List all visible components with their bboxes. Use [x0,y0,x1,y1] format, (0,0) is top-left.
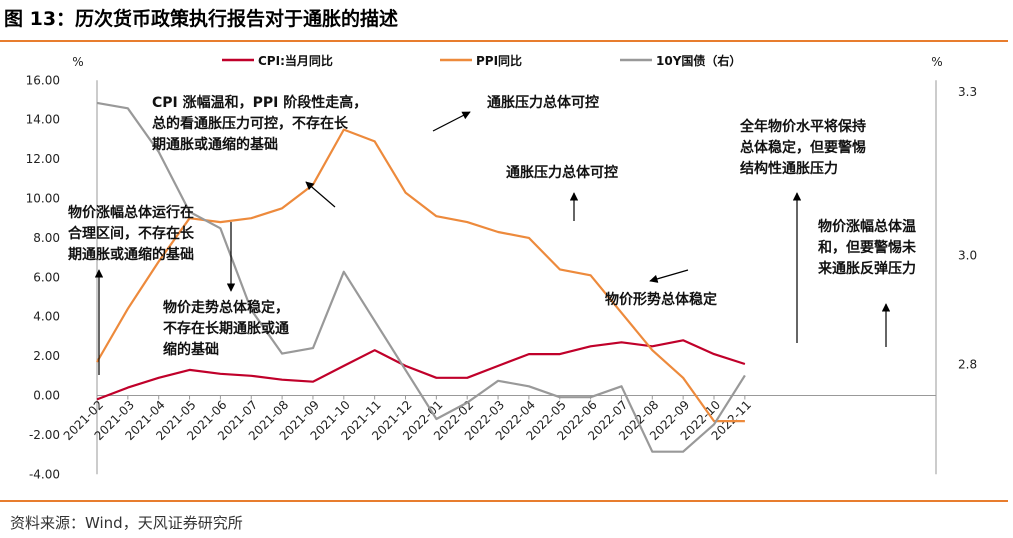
annotation-text: 物价走势总体稳定， [163,299,289,316]
annotation-1: 通胀压力总体可控 [432,94,599,132]
right-tick-label: 3.3 [958,85,977,99]
annotation-text: 不存在长期通胀或通 [163,320,289,337]
series-line-1 [96,128,745,423]
legend: CPI:当月同比 PPI同比 10Y国债（右） [222,53,741,68]
annotation-2: 通胀压力总体可控 [506,164,618,221]
annotation-arrow [649,269,689,283]
left-axis-unit: % [72,55,83,69]
series-line-0 [96,339,746,401]
left-tick-label: 14.00 [26,113,60,127]
annotation-text: 期通胀或通缩的基础 [68,246,194,263]
legend-label-1: PPI同比 [476,53,522,68]
left-tick-label: 6.00 [33,270,60,284]
left-tick-label: 8.00 [33,231,60,245]
annotation-text: 和，但要警惕未 [818,239,917,256]
legend-label-2: 10Y国债（右） [656,53,741,68]
annotation-text: 合理区间，不存在长 [68,225,195,242]
right-tick-label: 3.0 [958,249,977,263]
x-axis: 2021-022021-032021-042021-052021-062021-… [61,395,936,443]
left-tick-label: 16.00 [26,73,60,87]
annotation-text: 总体稳定，但要警惕 [740,139,866,156]
annotation-text: 全年物价水平将保持 [739,118,866,135]
left-tick-label: 10.00 [26,192,60,206]
annotation-arrow [432,111,471,132]
annotations: CPI 涨幅温和，PPI 阶段性走高，总的看通胀压力可控，不存在长期通胀或通缩的… [68,94,917,375]
left-tick-label: -4.00 [29,467,60,481]
annotation-arrow [305,181,336,208]
annotation-0: CPI 涨幅温和，PPI 阶段性走高， 总的看通胀压力可控，不存在长期通胀或通缩的… [152,94,367,208]
annotation-7: 物价形势总体稳定 [605,269,717,308]
right-tick-label: 2.8 [958,358,977,372]
annotation-text: 物价涨幅总体运行在 [68,204,194,221]
chart-plot: 16.00 14.00 12.00 10.00 8.00 6.00 4.00 2.00 0.00… [26,53,977,481]
source-divider [0,500,1008,502]
annotation-text: 总的看通胀压力可控，不存在长 [152,115,349,132]
annotation-text: 缩的基础 [163,341,219,358]
annotation-text: 通胀压力总体可控 [487,94,599,111]
series-layer [96,101,746,453]
left-tick-label: -2.00 [29,428,60,442]
annotation-text: 物价涨幅总体温 [818,218,916,235]
right-axis: 3.33.02.82.5% [931,55,977,475]
left-tick-label: 0.00 [33,389,60,403]
annotation-text: 结构性通胀压力 [740,160,838,177]
chart-title: 图 13：历次货币政策执行报告对于通胀的描述 [4,8,399,30]
title-divider [0,40,1008,42]
annotation-text: 物价形势总体稳定 [605,291,717,308]
left-tick-label: 12.00 [26,152,60,166]
left-tick-label: 2.00 [33,349,60,363]
annotation-text: CPI 涨幅温和，PPI 阶段性走高， [152,94,367,111]
legend-label-0: CPI:当月同比 [258,53,333,68]
source-note: 资料来源：Wind，天风证券研究所 [10,514,243,532]
right-axis-unit: % [931,55,942,69]
annotation-text: 通胀压力总体可控 [506,164,618,181]
annotation-text: 来通胀反弹压力 [817,260,916,277]
left-tick-label: 4.00 [33,310,60,324]
series-line-2 [96,101,746,453]
left-axis: 16.00 14.00 12.00 10.00 8.00 6.00 4.00 2.00 0.00… [26,55,98,481]
annotation-text: 期通胀或通缩的基础 [152,136,278,153]
